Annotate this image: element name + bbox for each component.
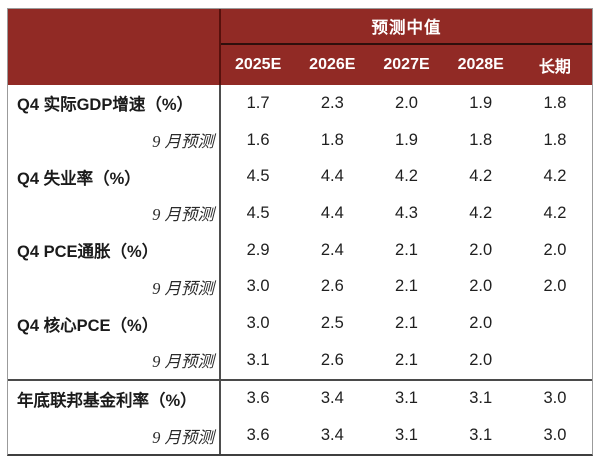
row-sublabel: 9 月预测 [152, 278, 214, 298]
cell-value: 3.6 [246, 426, 270, 445]
cell-value: 3.0 [246, 277, 270, 296]
column-header-row: 2025E 2026E 2027E 2028E 长期 [8, 45, 592, 85]
cell-value: 2.3 [320, 93, 344, 112]
cell-value: 4.5 [246, 167, 270, 186]
cell-value: 2.1 [395, 350, 418, 369]
cell-value: 1.9 [395, 130, 418, 149]
row-label: Q4 失业率（%） [17, 169, 141, 188]
cell-value: 3.1 [469, 389, 493, 408]
cell-value: 2.0 [543, 277, 567, 296]
cell-value: 1.7 [246, 93, 270, 112]
cell-value: 3.4 [320, 426, 344, 445]
cell-value: 3.1 [395, 389, 418, 408]
forecast-table-wrapper: 预测中值 2025E 2026E 2027E 2028E 长期 Q4 实际GDP… [7, 8, 593, 456]
col-header-2025e: 2025E [234, 56, 282, 73]
header-label-cell [8, 45, 221, 85]
header-band: 预测中值 [8, 9, 592, 45]
cell-value: 4.2 [395, 167, 418, 186]
cell-value: 3.0 [543, 389, 567, 408]
cell-value: 2.5 [320, 314, 344, 333]
row-sublabel: 9 月预测 [152, 352, 214, 372]
cell-value: 4.4 [320, 203, 344, 222]
cell-value: 1.6 [246, 130, 270, 149]
table-row-gdp: Q4 实际GDP增速（%） 1.7 2.3 2.0 1.9 1.8 [8, 85, 592, 122]
row-label: Q4 PCE通胀（%） [17, 243, 159, 262]
row-sublabel: 9 月预测 [152, 205, 214, 225]
cell-value: 2.1 [395, 314, 418, 333]
cell-value: 1.8 [543, 93, 567, 112]
cell-value: 2.9 [246, 240, 270, 259]
cell-value: 2.1 [395, 240, 418, 259]
table-row-pce-inflation-september: 9 月预测 3.0 2.6 2.1 2.0 2.0 [8, 268, 592, 306]
cell-value: 2.6 [320, 277, 344, 296]
cell-value: 2.0 [469, 240, 493, 259]
cell-value: 2.0 [469, 277, 493, 296]
cell-value: 4.5 [246, 203, 270, 222]
cell-value: 3.1 [395, 426, 418, 445]
cell-value: 4.2 [469, 167, 493, 186]
table-row-pce-inflation: Q4 PCE通胀（%） 2.9 2.4 2.1 2.0 2.0 [8, 231, 592, 269]
cell-value: 1.8 [543, 130, 567, 149]
cell-value: 4.4 [320, 167, 344, 186]
row-label: 年底联邦基金利率（%） [17, 391, 197, 410]
cell-value: 2.0 [395, 93, 418, 112]
row-sublabel: 9 月预测 [152, 132, 214, 152]
cell-value: 1.9 [469, 93, 493, 112]
col-header-long-term: 长期 [538, 59, 571, 76]
cell-value: 2.1 [395, 277, 418, 296]
header-group-title: 预测中值 [221, 9, 592, 45]
cell-value: 3.4 [320, 389, 344, 408]
cell-value: 2.0 [543, 240, 567, 259]
col-header-2028e: 2028E [457, 56, 504, 73]
col-header-2026e: 2026E [309, 56, 356, 73]
cell-value: 3.1 [246, 350, 270, 369]
row-sublabel: 9 月预测 [152, 427, 214, 447]
table-row-core-pce-september: 9 月预测 3.1 2.6 2.1 2.0 [8, 341, 592, 379]
cell-value: 4.3 [395, 203, 418, 222]
cell-value: 3.0 [543, 426, 567, 445]
cell-value: 4.2 [469, 203, 493, 222]
col-header-2027e: 2027E [383, 56, 430, 73]
header-corner-cell [8, 9, 221, 45]
cell-value: 4.2 [543, 167, 567, 186]
cell-value: 1.8 [320, 130, 344, 149]
table-row-gdp-september: 9 月预测 1.6 1.8 1.9 1.8 1.8 [8, 121, 592, 159]
cell-value: 3.1 [469, 426, 493, 445]
cell-value: 3.0 [246, 314, 270, 333]
table-row-unemployment: Q4 失业率（%） 4.5 4.4 4.2 4.2 4.2 [8, 158, 592, 196]
cell-value: 2.6 [320, 350, 344, 369]
cell-value: 2.0 [469, 350, 493, 369]
cell-value: 3.6 [246, 389, 270, 408]
cell-value: 2.0 [469, 314, 493, 333]
row-label: Q4 实际GDP增速（%） [17, 96, 194, 115]
cell-value: 2.4 [320, 240, 344, 259]
cell-value: 1.8 [469, 130, 493, 149]
forecast-table: 预测中值 2025E 2026E 2027E 2028E 长期 Q4 实际GDP… [7, 8, 593, 456]
table-row-fed-funds-rate: 年底联邦基金利率（%） 3.6 3.4 3.1 3.1 3.0 [8, 378, 592, 418]
table-row-fed-funds-rate-september: 9 月预测 3.6 3.4 3.1 3.1 3.0 [8, 417, 592, 455]
cell-value: 4.2 [543, 203, 567, 222]
row-label: Q4 核心PCE（%） [17, 316, 159, 335]
table-row-core-pce: Q4 核心PCE（%） 3.0 2.5 2.1 2.0 [8, 305, 592, 342]
table-row-unemployment-september: 9 月预测 4.5 4.4 4.3 4.2 4.2 [8, 195, 592, 232]
